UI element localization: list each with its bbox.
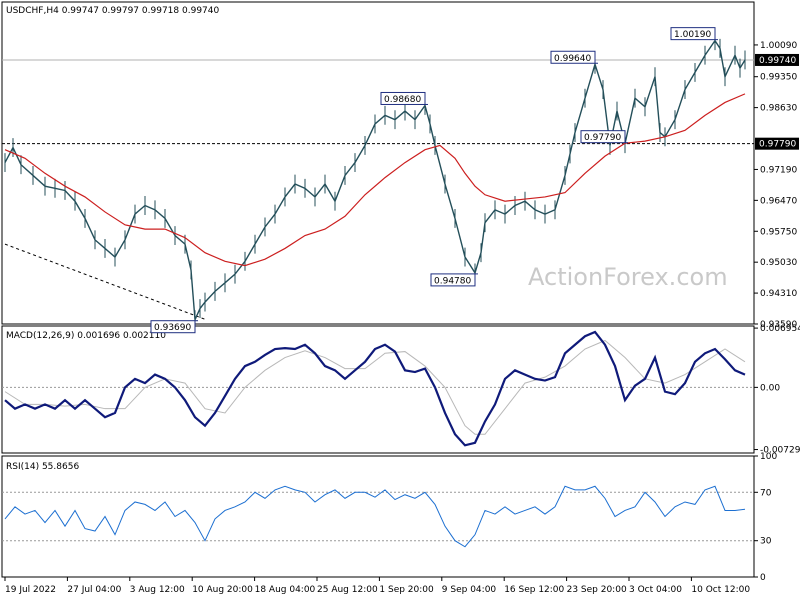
time-tick-label: 25 Aug 12:00	[317, 585, 378, 595]
annotation-label: 1.00190	[674, 30, 711, 40]
last-price-box	[755, 53, 799, 66]
price-tick-label: 0.95030	[760, 258, 797, 268]
price-grid	[2, 59, 754, 320]
time-tick-label: 3 Oct 04:00	[629, 585, 682, 595]
macd-panel	[1, 325, 755, 454]
price-tick-label: 0.97190	[760, 165, 797, 175]
time-tick-label: 9 Sep 04:00	[442, 585, 497, 595]
timeframe: H4	[46, 6, 59, 16]
annotation-label: 0.93690	[154, 323, 191, 333]
price-tick-label: 0.95750	[760, 227, 797, 237]
annotation-label: 0.94780	[434, 276, 471, 286]
rsi-tick-label: 100	[760, 452, 777, 462]
price-tick-label: 0.98630	[760, 104, 797, 114]
axis-layer: 1.00090 0.99350 0.98630 0.97190 0.96470 0.957…	[4, 41, 800, 595]
price-tick-label: 0.93590	[760, 320, 797, 330]
macd-tick-label: 0.00	[760, 383, 780, 393]
macd-tick-label: -0.007294	[760, 446, 800, 456]
rsi-line	[4, 485, 746, 548]
time-tick-label: 10 Aug 20:00	[192, 585, 253, 595]
annotation-box	[430, 273, 476, 287]
annotation-box	[550, 50, 596, 64]
macd-layer	[2, 330, 754, 447]
annotation-label: 0.99640	[554, 54, 591, 64]
annotation-label: 0.98680	[384, 95, 421, 105]
ohlc-open: 0.99747	[62, 6, 99, 16]
time-tick-label: 1 Sep 20:00	[379, 585, 434, 595]
price-layer: 1.00190 0.99640 0.98680 0.97790 0.94780 0.936…	[4, 27, 746, 334]
time-tick-label: 3 Aug 12:00	[130, 585, 185, 595]
macd-tick-label: 0.006954	[760, 324, 800, 334]
ohlc-low: 0.99718	[142, 6, 179, 16]
rsi-layer	[2, 485, 754, 548]
watermark: ActionForex.com	[528, 263, 728, 291]
last-price-label: 0.99740	[759, 56, 796, 66]
time-tick-label: 16 Sep 12:00	[504, 585, 564, 595]
level-price-label: 0.97790	[759, 140, 796, 150]
macd-line	[4, 330, 746, 447]
annotation-box	[150, 320, 196, 334]
price-panel	[1, 1, 755, 325]
time-tick-label: 19 Jul 2022	[5, 585, 56, 595]
symbol: USDCHF	[6, 6, 43, 16]
annotation-box	[580, 130, 626, 144]
annotation-box	[380, 91, 426, 105]
time-tick-label: 18 Aug 04:00	[255, 585, 316, 595]
time-tick-label: 10 Oct 12:00	[691, 585, 750, 595]
rsi-tick-label: 30	[760, 537, 772, 547]
time-tick-label: 23 Sep 20:00	[567, 585, 627, 595]
macd-signal-line	[4, 339, 746, 435]
price-tick-label: 0.94310	[760, 289, 797, 299]
rsi-tick-label: 70	[760, 488, 772, 498]
ohlc-high: 0.99797	[102, 6, 139, 16]
annotation-label: 0.97790	[584, 133, 621, 143]
level-price-box	[755, 137, 799, 150]
rsi-label: RSI(14) 55.8656	[6, 462, 79, 472]
price-line	[4, 39, 746, 320]
rsi-panel	[1, 455, 755, 578]
price-tick-label: 1.00090	[760, 41, 797, 51]
annotation-box	[670, 27, 716, 41]
moving-average-line	[4, 93, 746, 267]
price-tick-label: 0.96470	[760, 196, 797, 206]
macd-label: MACD(12,26,9) 0.001696 0.002110	[6, 331, 166, 341]
time-tick-label: 27 Jul 04:00	[67, 585, 121, 595]
rsi-tick-label: 0	[760, 573, 766, 583]
price-tick-label: 0.99350	[760, 73, 797, 83]
ohlc-close: 0.99740	[182, 6, 219, 16]
ohlc-header: USDCHF,H4 0.99747 0.99797 0.99718 0.9974…	[6, 6, 219, 16]
